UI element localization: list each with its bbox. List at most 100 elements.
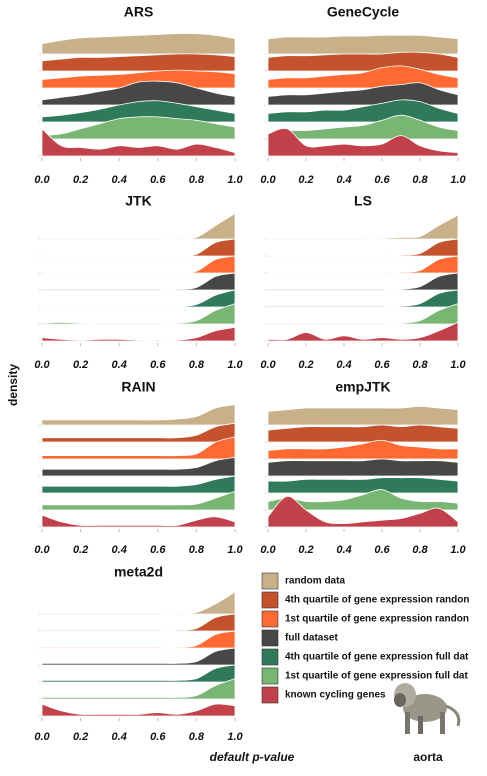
ridge (267, 128, 459, 157)
ridge (267, 439, 459, 460)
legend-label: random data (285, 576, 345, 587)
baboon-icon (394, 683, 461, 734)
x-tick-label: 0.8 (412, 174, 428, 186)
ridge (41, 514, 236, 528)
ridge (267, 34, 459, 55)
panel: LS 0.0 0.2 0.4 0.6 0.8 1.0 (260, 193, 466, 371)
legend-swatch (261, 572, 279, 590)
x-tick-label: 0.2 (73, 174, 88, 186)
legend-swatch (261, 610, 279, 628)
ridge (41, 436, 236, 460)
panel: JTK 0.0 0.2 0.4 0.6 0.8 1.0 (34, 193, 243, 371)
ridge (41, 591, 236, 615)
x-tick-label: 0.8 (189, 359, 205, 371)
ridge (41, 678, 236, 700)
x-tick-label: 0.4 (112, 174, 127, 186)
ridge (267, 272, 459, 291)
panel: RAIN 0.0 0.2 0.4 0.6 0.8 1.0 (34, 379, 243, 556)
x-tick-label: 0.2 (298, 544, 313, 556)
ridge (41, 212, 236, 240)
x-tick-label: 0.0 (34, 174, 50, 186)
x-tick-label: 1.0 (227, 544, 243, 556)
x-tick-label: 0.0 (260, 359, 276, 371)
ridge (267, 458, 459, 477)
ridge (41, 80, 236, 106)
ridge (41, 69, 236, 89)
ridge (41, 238, 236, 257)
x-tick-label: 1.0 (450, 544, 466, 556)
ridge (41, 33, 236, 55)
x-tick-label: 0.4 (112, 731, 127, 743)
ridge (41, 422, 236, 443)
panel: GeneCycle 0.0 0.2 0.4 0.6 0.8 1.0 (260, 4, 466, 186)
ridge (267, 238, 459, 257)
ridge (267, 489, 459, 511)
tissue-label: aorta (413, 750, 443, 764)
x-tick-label: 0.4 (336, 174, 351, 186)
x-tick-label: 1.0 (450, 174, 466, 186)
x-tick-label: 0.6 (374, 544, 390, 556)
ridge (267, 405, 459, 426)
x-tick-label: 0.6 (374, 174, 390, 186)
legend-label: 4th quartile of gene expression full dat (285, 652, 469, 663)
x-tick-label: 0.0 (34, 731, 50, 743)
x-tick-label: 0.8 (412, 544, 428, 556)
panel-title: JTK (125, 193, 151, 209)
ridge (41, 490, 236, 511)
ridge (41, 289, 236, 308)
ridge (41, 116, 236, 140)
ridge (267, 303, 459, 325)
ridge (41, 326, 236, 342)
ridge (267, 477, 459, 494)
ridge (41, 272, 236, 291)
panel: empJTK 0.0 0.2 0.4 0.6 0.8 1.0 (260, 379, 466, 556)
x-tick-label: 0.6 (150, 731, 166, 743)
x-tick-label: 1.0 (227, 359, 243, 371)
ridge (267, 51, 459, 72)
x-tick-label: 0.0 (34, 544, 50, 556)
x-tick-label: 0.2 (298, 359, 313, 371)
ridge (41, 404, 236, 426)
ridge (41, 456, 236, 477)
x-tick-label: 0.4 (112, 544, 127, 556)
panel: meta2d 0.0 0.2 0.4 0.6 0.8 1.0 (34, 564, 243, 743)
x-tick-label: 1.0 (450, 359, 466, 371)
x-axis-label: default p-value (210, 750, 295, 764)
panel-title: RAIN (121, 379, 155, 395)
legend-label: 1st quartile of gene expression full dat (285, 671, 468, 682)
ridge (41, 53, 236, 72)
x-tick-label: 0.6 (150, 359, 166, 371)
legend-label: full dataset (285, 633, 338, 644)
ridge (267, 424, 459, 443)
ridge (267, 321, 459, 342)
ridge (41, 664, 236, 683)
legend-label: known cycling genes (285, 690, 386, 701)
legend-swatch (261, 686, 279, 704)
x-tick-label: 0.8 (189, 174, 205, 186)
ridge (267, 114, 459, 140)
legend-swatch (261, 648, 279, 666)
x-tick-label: 0.2 (73, 544, 88, 556)
x-tick-label: 0.4 (336, 544, 351, 556)
x-tick-label: 0.2 (298, 174, 313, 186)
ridge (267, 99, 459, 123)
ridge (267, 289, 459, 308)
ridge (41, 127, 236, 157)
ridge (41, 613, 236, 632)
panel-title: meta2d (114, 564, 163, 580)
x-tick-label: 0.4 (336, 359, 351, 371)
legend-label: 1st quartile of gene expression randon (285, 614, 469, 625)
ridge (41, 100, 236, 123)
panel-title: GeneCycle (327, 4, 400, 20)
ridge (41, 703, 236, 717)
x-tick-label: 1.0 (227, 174, 243, 186)
legend-swatch (261, 629, 279, 647)
y-axis-label: density (6, 364, 20, 406)
x-tick-label: 0.8 (189, 731, 205, 743)
ridge (267, 255, 459, 274)
x-tick-label: 0.0 (34, 359, 50, 371)
x-tick-label: 0.6 (150, 544, 166, 556)
legend-swatch (261, 591, 279, 609)
panel-title: LS (354, 193, 372, 209)
